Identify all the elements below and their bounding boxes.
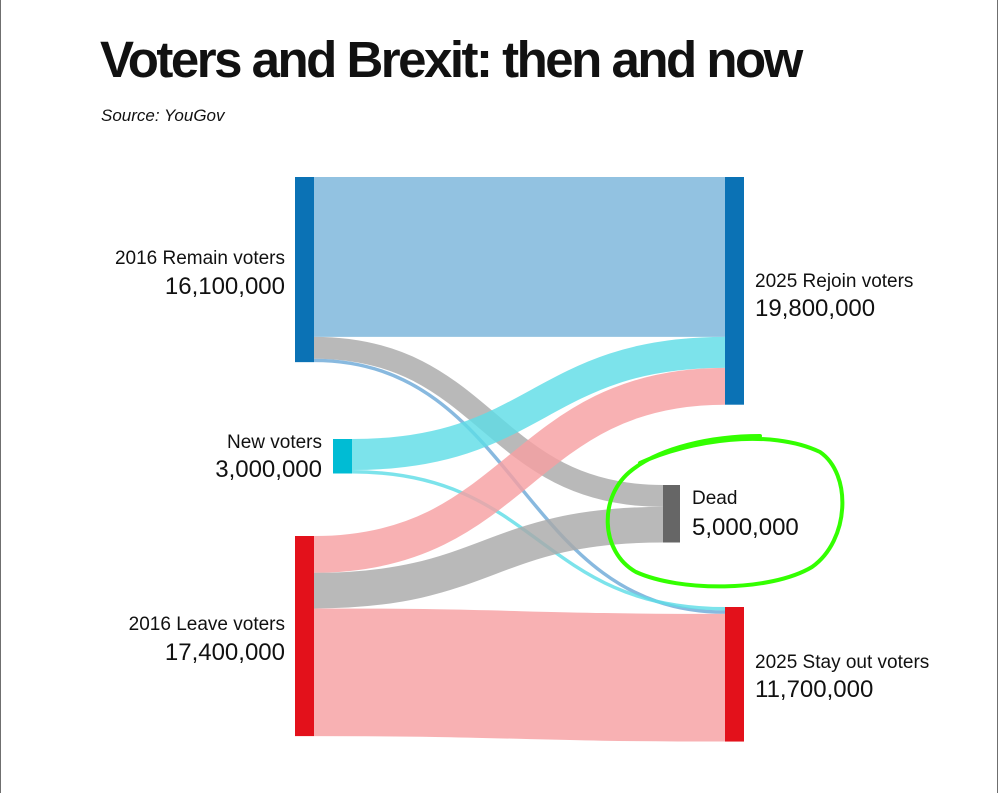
node-bar-remain [295,177,314,363]
link-leave-to-dead [313,506,664,609]
sankey-links [313,176,726,742]
rejoin-value: 19,800,000 [755,295,875,322]
rejoin-label: 2025 Rejoin voters [755,271,913,292]
link-leave-to-stayout [313,608,726,742]
dead-label: Dead [692,488,737,509]
dead-highlight-circle [605,434,845,589]
node-bar-leave [295,536,314,737]
sankey-nodes [295,177,744,742]
remain-value: 16,100,000 [165,273,285,300]
node-label-leave: 2016 Leave voters 17,400,000 [129,614,285,666]
node-label-rejoin: 2025 Rejoin voters 19,800,000 [755,271,913,322]
leave-value: 17,400,000 [165,639,285,666]
link-leave-to-rejoin [313,367,726,573]
node-bar-new [333,439,352,474]
leave-label: 2016 Leave voters [129,614,285,635]
node-bar-stayout [725,607,744,742]
node-label-remain: 2016 Remain voters 16,100,000 [115,248,285,300]
link-new-to-rejoin [351,336,726,471]
chart-title: Voters and Brexit: then and now [100,31,803,88]
new-voters-label: New voters [227,432,322,453]
new-voters-value: 3,000,000 [215,456,322,483]
stayout-value: 11,700,000 [755,676,873,703]
source-note: Source: YouGov [101,106,225,125]
node-label-new: New voters 3,000,000 [215,432,322,483]
node-bar-rejoin [725,177,744,405]
dead-value: 5,000,000 [692,514,799,541]
stayout-label: 2025 Stay out voters [755,652,929,673]
remain-label: 2016 Remain voters [115,248,285,269]
node-label-dead: Dead 5,000,000 [692,488,799,541]
node-bar-dead [663,485,680,543]
node-label-stayout: 2025 Stay out voters 11,700,000 [755,652,929,703]
